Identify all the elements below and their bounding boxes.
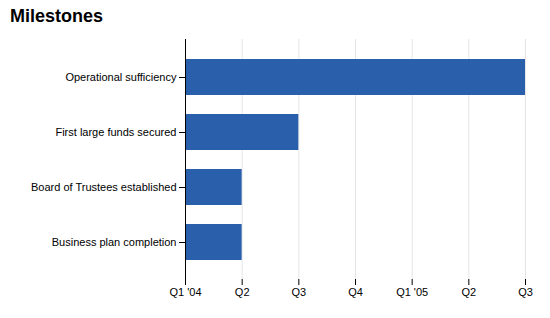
svg-text:Operational sufficiency: Operational sufficiency: [65, 71, 177, 83]
html-text:Milestones: Milestones: [10, 6, 103, 26]
svg-text:Q3: Q3: [518, 286, 533, 298]
svg-text:First large funds secured: First large funds secured: [55, 126, 176, 138]
svg-text:Q2: Q2: [461, 286, 476, 298]
svg-text:Q3: Q3: [291, 286, 306, 298]
svg-text:Q1 '05: Q1 '05: [396, 286, 428, 298]
svg-text:Board of Trustees established: Board of Trustees established: [31, 181, 177, 193]
svg-text:Q2: Q2: [235, 286, 250, 298]
svg-text:Q1 '04: Q1 '04: [169, 286, 201, 298]
svg-text:Business plan completion: Business plan completion: [52, 236, 177, 248]
svg-text:Q4: Q4: [348, 286, 363, 298]
